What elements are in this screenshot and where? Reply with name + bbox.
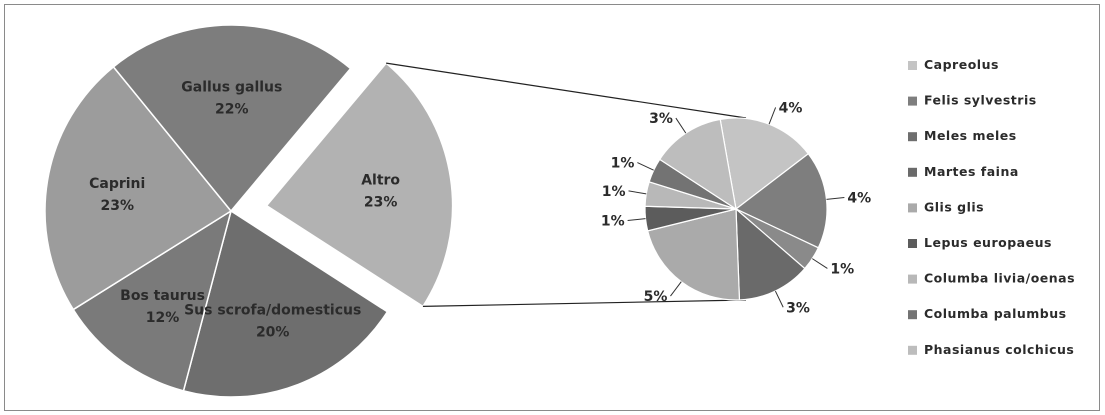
- legend-swatch-meles-meles: [908, 132, 917, 142]
- main-slice-value-label: 12%: [146, 310, 180, 326]
- detail-slice-capreolus: [719, 117, 810, 211]
- detail-leader-line: [627, 218, 646, 222]
- legend-label-glis-glis: Glis glis: [924, 199, 984, 214]
- connector-lines: [386, 62, 747, 307]
- legend-label-columba-livia-oenas: Columba livia/oenas: [924, 271, 1075, 286]
- detail-slice-felis-sylvestris: [734, 152, 828, 249]
- main-pie: [44, 24, 454, 398]
- legend-swatch-capreolus: [908, 61, 917, 70]
- detail-slice-value-label: 4%: [779, 100, 803, 116]
- legend-label-columba-palumbus: Columba palumbus: [924, 306, 1067, 321]
- legend-label-martes-faina: Martes faina: [924, 164, 1019, 179]
- main-slice-sus-scrofa-domesticus: [182, 209, 389, 398]
- detail-leader-line: [774, 290, 784, 308]
- detail-leader-line: [670, 281, 682, 297]
- detail-slice-value-label: 5%: [644, 289, 668, 305]
- detail-slice-value-label: 3%: [786, 300, 810, 316]
- main-slice-caprini: [44, 65, 233, 311]
- main-slice-gallus-gallus: [112, 24, 352, 213]
- detail-slice-value-label: 1%: [611, 156, 635, 172]
- legend-label-felis-sylvestris: Felis sylvestris: [924, 93, 1037, 108]
- legend-swatch-martes-faina: [908, 167, 917, 177]
- detail-slice-value-label: 1%: [601, 214, 625, 230]
- legend: Capreolus Felis sylvestris Meles meles Mart…: [908, 57, 1075, 357]
- connector-line-top: [386, 62, 747, 119]
- legend-swatch-lepus-europaeus: [908, 239, 917, 248]
- main-pie-labels: Altro 23% Sus scrofa/domesticus 20% Bos taur…: [89, 80, 400, 341]
- detail-slice-value-label: 3%: [649, 111, 673, 127]
- main-slice-value-label: 23%: [100, 198, 134, 214]
- detail-pie: [644, 117, 828, 301]
- main-slice-altro: [265, 62, 454, 308]
- detail-slice-value-label: 4%: [847, 190, 871, 206]
- detail-slice-value-label: 1%: [830, 261, 854, 277]
- legend-swatch-felis-sylvestris: [908, 96, 917, 106]
- legend-swatch-phasianus-colchicus: [908, 345, 917, 355]
- pie-of-pie-chart: Altro 23% Sus scrofa/domesticus 20% Bos taur…: [44, 24, 1075, 398]
- legend-label-meles-meles: Meles meles: [924, 128, 1017, 143]
- main-slice-label: Sus scrofa/domesticus: [184, 303, 361, 319]
- legend-swatch-glis-glis: [908, 203, 917, 213]
- main-slice-label: Gallus gallus: [181, 80, 282, 96]
- detail-leader-line: [826, 196, 845, 200]
- detail-leader-line: [675, 117, 687, 134]
- detail-leader-line: [768, 107, 777, 125]
- chart-frame: Altro 23% Sus scrofa/domesticus 20% Bos taur…: [4, 4, 1100, 411]
- detail-slice-value-label: 1%: [602, 184, 626, 200]
- main-slice-label: Caprini: [89, 176, 145, 192]
- connector-line-bottom: [422, 299, 747, 307]
- main-slice-value-label: 20%: [256, 325, 290, 341]
- legend-swatch-columba-livia-oenas: [908, 274, 917, 284]
- main-slice-label: Altro: [361, 172, 400, 188]
- detail-leader-line: [628, 190, 647, 195]
- detail-pie-labels: 4% 4% 1% 3% 5% 1% 1% 1% 3%: [601, 100, 871, 316]
- main-slice-value-label: 22%: [215, 102, 249, 118]
- detail-leader-line: [637, 162, 654, 171]
- legend-label-capreolus: Capreolus: [924, 57, 999, 72]
- detail-leader-line: [812, 258, 828, 269]
- legend-label-lepus-europaeus: Lepus europaeus: [924, 235, 1052, 250]
- main-slice-bos-taurus: [72, 209, 233, 392]
- legend-swatch-columba-palumbus: [908, 310, 917, 320]
- main-slice-label: Bos taurus: [120, 288, 205, 304]
- main-slice-value-label: 23%: [364, 194, 398, 210]
- legend-label-phasianus-colchicus: Phasianus colchicus: [924, 342, 1074, 357]
